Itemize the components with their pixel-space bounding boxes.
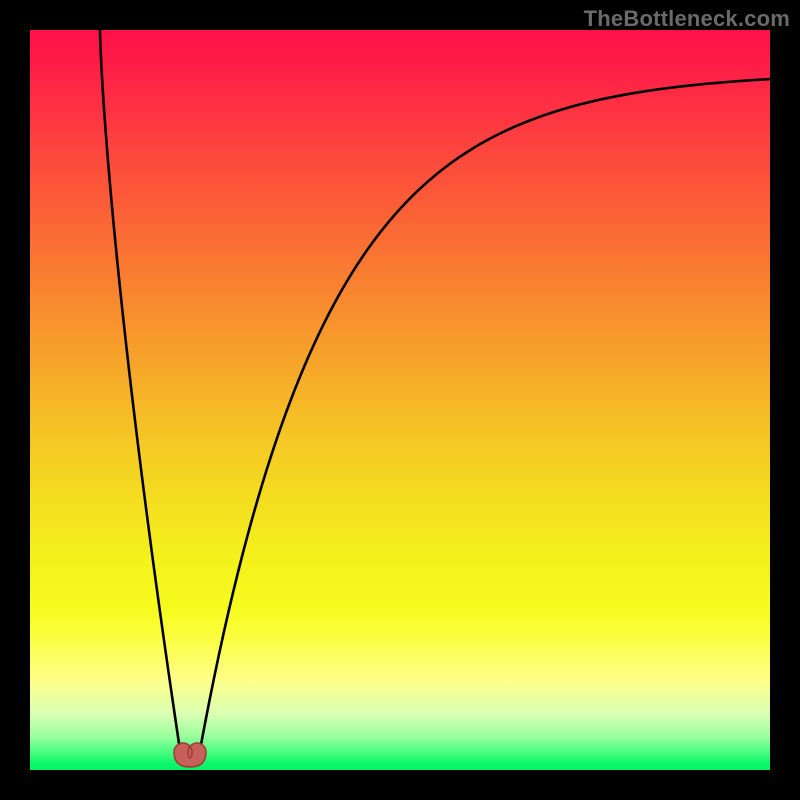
bottleneck-chart: [0, 0, 800, 800]
chart-frame: TheBottleneck.com: [0, 0, 800, 800]
optimal-marker: [174, 743, 206, 767]
watermark-label: TheBottleneck.com: [584, 6, 790, 32]
